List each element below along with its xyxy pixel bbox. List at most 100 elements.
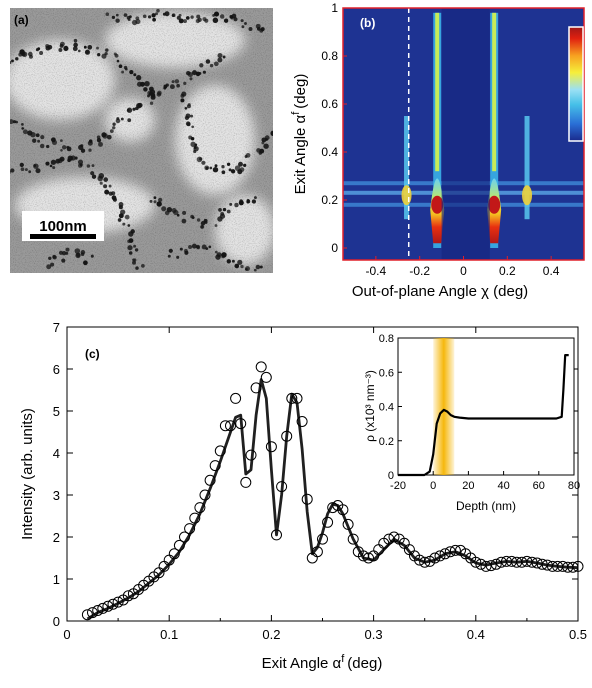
data-point (567, 561, 579, 573)
nanoparticle (21, 123, 24, 126)
data-point (168, 548, 180, 560)
nanoparticle (238, 161, 243, 167)
nanoparticle (191, 216, 195, 220)
nanoparticle (58, 250, 64, 255)
panel-b-ticks: -0.4 -0.2 0 0.2 0.4 0 0.2 0.4 0.6 0.8 1 (321, 1, 559, 278)
data-point (271, 529, 282, 541)
data-point (419, 556, 431, 568)
data-point (250, 382, 262, 394)
data-point (485, 560, 497, 572)
nanoparticle (180, 93, 185, 98)
data-point (235, 418, 247, 430)
nanoparticle (115, 18, 120, 23)
nanoparticle (50, 137, 56, 143)
data-point (199, 489, 211, 501)
nanoparticle (147, 15, 152, 19)
nanoparticle (66, 146, 72, 152)
nanoparticle (163, 84, 168, 89)
nanoparticle (195, 71, 201, 77)
nanoparticle (191, 125, 195, 129)
nanoparticle (63, 45, 69, 51)
nanoparticle (158, 197, 163, 203)
colorbar (568, 26, 584, 142)
nanoparticle (135, 266, 139, 270)
nanoparticle (127, 239, 131, 243)
nanoparticle (106, 134, 112, 140)
y-tick-label: 2 (53, 530, 60, 545)
nanoparticle (217, 52, 223, 59)
panel-c-ticks: 0 0.1 0.2 0.3 0.4 0.5 0 1 2 3 4 5 6 7 (53, 320, 587, 642)
nanoparticle (161, 206, 167, 212)
nanoparticle (223, 18, 229, 23)
data-point (194, 502, 206, 514)
nanoparticle (245, 152, 251, 158)
nanoparticle (226, 209, 231, 214)
y-tick-label: 0.2 (321, 193, 338, 207)
nanoparticle (19, 162, 24, 168)
panel-c-xlabel: Exit Angle αf (deg) (262, 653, 383, 672)
nanoparticle (219, 14, 225, 19)
nanoparticle (98, 173, 105, 179)
nanoparticle (229, 202, 233, 206)
rod-peak (488, 195, 501, 214)
nanoparticle (24, 168, 28, 172)
nanoparticle (215, 254, 221, 260)
nanoparticle (109, 129, 114, 133)
nanoparticle (15, 120, 18, 124)
data-point (490, 558, 502, 570)
nanoparticle (203, 218, 208, 223)
nanoparticle (57, 158, 63, 164)
nanoparticle (10, 61, 12, 64)
nanoparticle (245, 268, 248, 271)
nanoparticle (49, 164, 53, 168)
nanoparticle (193, 149, 197, 154)
y-tick-label: 0.6 (321, 97, 338, 111)
weak-rod-peak (401, 185, 412, 206)
nanoparticle (178, 18, 184, 24)
x-tick-label: 0.4 (467, 627, 485, 642)
panel-c-xlabel-main: Exit Angle α (262, 655, 342, 672)
nanoparticle (114, 53, 119, 58)
data-point (363, 552, 374, 564)
data-point (219, 420, 231, 432)
x-tick-label: 0.2 (262, 627, 280, 642)
nanoparticle (73, 42, 78, 48)
panel-b-ylabel-unit: (deg) (292, 74, 309, 109)
nanoparticle (35, 133, 40, 138)
nanoparticle (90, 254, 94, 258)
nanoparticle (202, 17, 207, 22)
nanoparticle (153, 196, 157, 200)
data-point (245, 449, 257, 461)
panel-b-ylabel: Exit Angle αf (deg) (290, 74, 309, 195)
nanoparticle (190, 114, 194, 118)
data-point (388, 531, 400, 543)
x-tick-label: 0.1 (160, 627, 178, 642)
nanoparticle (214, 164, 218, 168)
data-point (301, 493, 313, 505)
nanoparticle (196, 246, 200, 250)
nanoparticle (126, 109, 130, 112)
data-point (480, 560, 492, 572)
data-point (81, 609, 93, 621)
nanoparticle (205, 59, 211, 64)
data-point (429, 552, 441, 564)
nanoparticle (59, 41, 65, 47)
nanoparticle (120, 117, 124, 121)
nanoparticle (21, 127, 25, 130)
data-point (531, 557, 543, 569)
nanoparticle (61, 251, 67, 256)
nanoparticle (173, 209, 179, 216)
nanoparticle (90, 171, 95, 176)
nanoparticle (105, 12, 110, 16)
nanoparticle (111, 15, 116, 20)
nanoparticle (226, 259, 231, 264)
nanoparticle (183, 19, 187, 24)
scalebar: 100nm (22, 211, 104, 241)
data-point (281, 430, 293, 442)
nanoparticle (221, 170, 226, 175)
nanoparticle (98, 141, 103, 147)
nanoparticle (152, 17, 156, 22)
data-point (240, 476, 252, 488)
nanoparticle (213, 61, 219, 67)
nanoparticle (167, 254, 171, 258)
